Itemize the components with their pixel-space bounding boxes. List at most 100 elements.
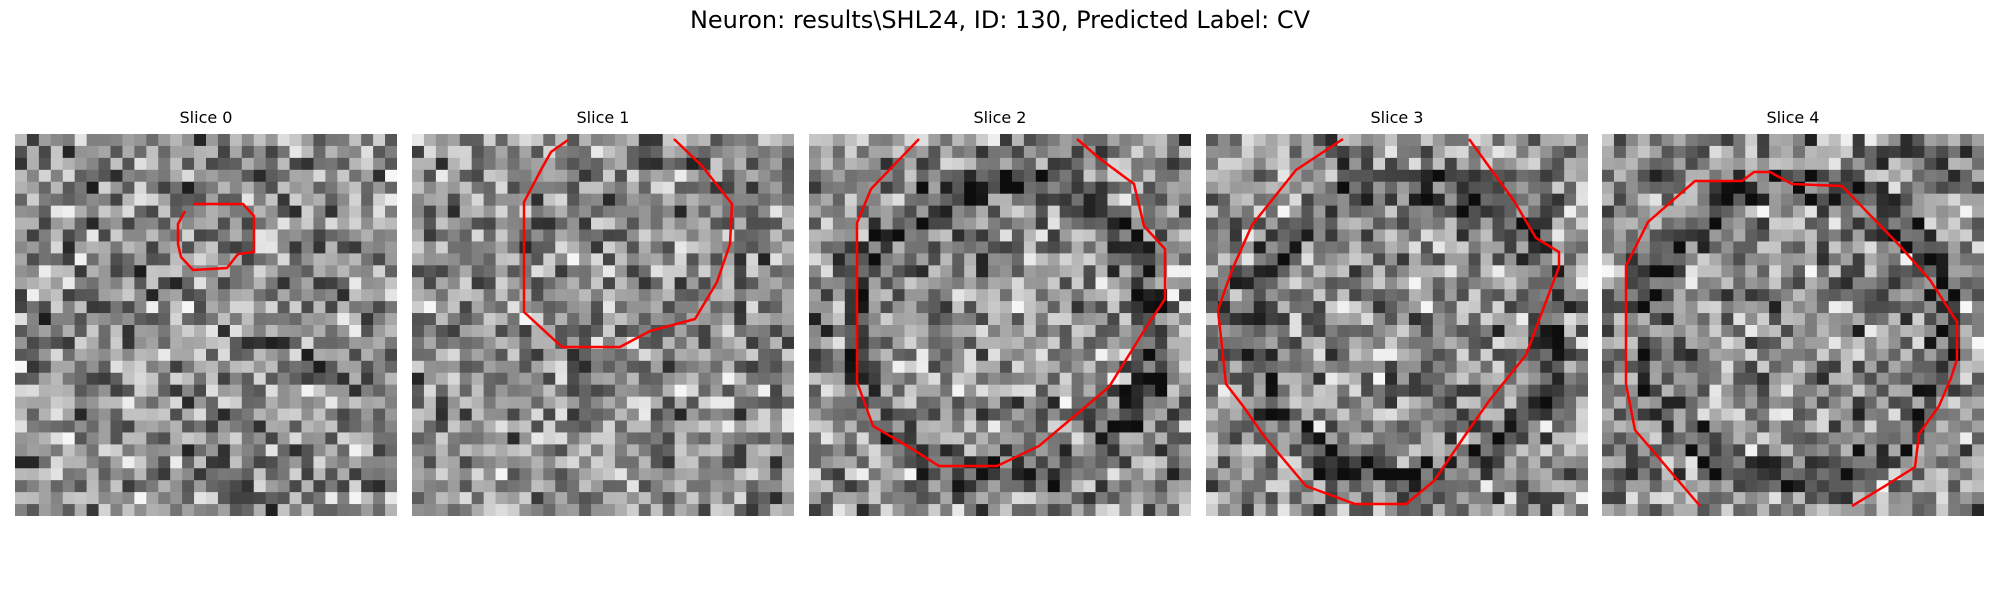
image-pixel bbox=[1697, 336, 1711, 350]
image-pixel bbox=[650, 277, 664, 290]
image-pixel bbox=[1924, 205, 1937, 219]
image-pixel bbox=[349, 169, 362, 183]
image-pixel bbox=[844, 289, 858, 302]
image-pixel bbox=[1709, 229, 1722, 243]
image-pixel bbox=[86, 492, 100, 505]
image-pixel bbox=[483, 134, 497, 147]
image-pixel bbox=[1083, 492, 1097, 505]
image-pixel bbox=[325, 193, 338, 207]
image-pixel bbox=[98, 444, 112, 457]
image-pixel bbox=[495, 277, 509, 290]
image-pixel bbox=[459, 468, 473, 481]
image-pixel bbox=[1313, 181, 1326, 195]
image-pixel bbox=[904, 277, 918, 290]
image-pixel bbox=[1709, 456, 1722, 469]
image-pixel bbox=[1059, 360, 1073, 374]
image-pixel bbox=[710, 480, 723, 493]
image-pixel bbox=[928, 444, 941, 457]
image-pixel bbox=[1613, 181, 1627, 195]
image-pixel bbox=[98, 229, 112, 243]
image-pixel bbox=[543, 193, 556, 207]
image-pixel bbox=[603, 420, 616, 434]
image-pixel bbox=[940, 432, 953, 445]
image-pixel bbox=[337, 145, 350, 159]
image-pixel bbox=[1540, 408, 1553, 422]
image-pixel bbox=[1602, 265, 1615, 278]
image-pixel bbox=[1528, 456, 1541, 469]
image-pixel bbox=[325, 277, 338, 290]
image-pixel bbox=[1313, 217, 1326, 231]
image-pixel bbox=[591, 253, 604, 266]
image-pixel bbox=[1143, 384, 1156, 398]
image-pixel bbox=[1397, 504, 1410, 516]
image-pixel bbox=[1095, 432, 1109, 445]
image-pixel bbox=[495, 408, 509, 422]
image-pixel bbox=[758, 229, 771, 243]
image-pixel bbox=[1637, 408, 1651, 422]
image-pixel bbox=[62, 348, 76, 362]
image-pixel bbox=[447, 277, 461, 290]
image-pixel bbox=[122, 145, 135, 159]
image-pixel bbox=[471, 325, 485, 338]
image-pixel bbox=[1924, 253, 1937, 266]
image-pixel bbox=[1277, 289, 1291, 302]
image-pixel bbox=[1071, 193, 1085, 207]
image-pixel bbox=[1023, 193, 1037, 207]
image-pixel bbox=[337, 241, 350, 254]
image-pixel bbox=[1504, 480, 1517, 493]
image-pixel bbox=[170, 348, 183, 362]
image-pixel bbox=[674, 492, 688, 505]
image-pixel bbox=[1661, 157, 1675, 171]
image-pixel bbox=[892, 336, 906, 350]
image-pixel bbox=[1119, 301, 1132, 314]
image-pixel bbox=[265, 313, 279, 326]
image-pixel bbox=[1397, 336, 1410, 350]
image-pixel bbox=[1420, 336, 1434, 350]
image-pixel bbox=[349, 145, 362, 159]
image-pixel bbox=[15, 289, 28, 302]
image-pixel bbox=[74, 456, 88, 469]
image-pixel bbox=[1408, 360, 1422, 374]
image-pixel bbox=[1253, 301, 1267, 314]
image-pixel bbox=[483, 456, 497, 469]
image-pixel bbox=[988, 181, 1001, 195]
image-pixel bbox=[122, 301, 135, 314]
image-pixel bbox=[1960, 420, 1973, 434]
image-pixel bbox=[1095, 313, 1109, 326]
image-pixel bbox=[385, 169, 397, 183]
image-pixel bbox=[1733, 145, 1746, 159]
image-pixel bbox=[229, 157, 243, 171]
image-pixel bbox=[1864, 301, 1878, 314]
image-pixel bbox=[856, 480, 870, 493]
image-pixel bbox=[916, 384, 929, 398]
image-pixel bbox=[1289, 504, 1303, 516]
image-pixel bbox=[1948, 169, 1961, 183]
image-pixel bbox=[1673, 313, 1687, 326]
image-pixel bbox=[1876, 336, 1890, 350]
image-pixel bbox=[1083, 265, 1097, 278]
image-pixel bbox=[1241, 277, 1255, 290]
image-pixel bbox=[483, 229, 497, 243]
image-pixel bbox=[1444, 408, 1458, 422]
image-pixel bbox=[110, 205, 124, 219]
image-pixel bbox=[122, 289, 135, 302]
image-pixel bbox=[1516, 372, 1529, 386]
image-pixel bbox=[1637, 205, 1651, 219]
image-pixel bbox=[158, 408, 171, 422]
image-pixel bbox=[1119, 313, 1132, 326]
image-pixel bbox=[1613, 301, 1627, 314]
image-pixel bbox=[1071, 241, 1085, 254]
image-pixel bbox=[1576, 313, 1588, 326]
image-pixel bbox=[194, 181, 207, 195]
image-pixel bbox=[1083, 432, 1097, 445]
image-pixel bbox=[1456, 360, 1470, 374]
image-pixel bbox=[253, 205, 267, 219]
image-pixel bbox=[50, 432, 64, 445]
image-pixel bbox=[832, 277, 846, 290]
image-pixel bbox=[110, 348, 124, 362]
image-pixel bbox=[567, 432, 580, 445]
image-pixel bbox=[1265, 325, 1279, 338]
image-pixel bbox=[940, 289, 953, 302]
image-pixel bbox=[1697, 444, 1711, 457]
image-pixel bbox=[50, 372, 64, 386]
